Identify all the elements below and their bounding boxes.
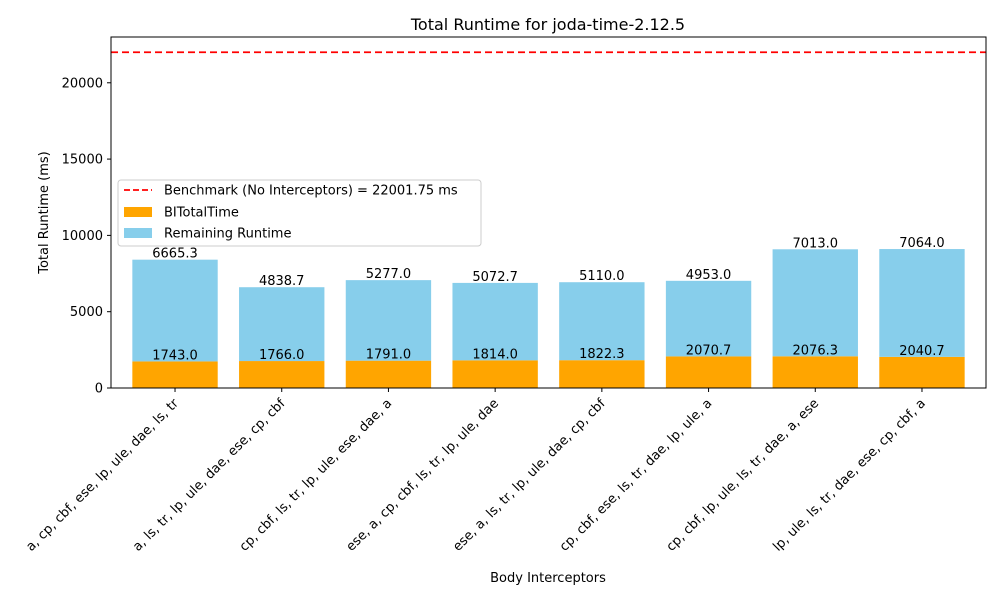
y-tick-label: 20000	[62, 76, 103, 91]
bar-bitotaltime	[879, 356, 965, 388]
bar-label-bitotaltime: 1791.0	[366, 348, 412, 363]
bar-remaining	[665, 280, 752, 357]
y-tick-label: 10000	[62, 229, 103, 244]
bar-bitotaltime	[772, 356, 858, 388]
bar-bitotaltime	[132, 361, 218, 388]
bars-layer	[132, 249, 965, 388]
bar-remaining	[345, 280, 432, 361]
bar-label-bitotaltime: 2040.7	[899, 344, 945, 359]
bar-label-remaining: 5277.0	[366, 267, 412, 282]
bar-remaining	[239, 287, 325, 362]
legend-benchmark-label: Benchmark (No Interceptors) = 22001.75 m…	[164, 184, 458, 199]
bar-label-bitotaltime: 1822.3	[579, 347, 625, 362]
bar-label-bitotaltime: 1814.0	[472, 347, 518, 362]
legend-bitotaltime-swatch	[124, 207, 152, 217]
y-axis: 0 5000 10000 15000 20000	[62, 76, 111, 397]
bar-bitotaltime	[665, 356, 752, 388]
y-tick-label: 0	[95, 382, 103, 397]
x-axis: a, cp, cbf, ese, lp, ule, dae, ls, tra, …	[23, 388, 929, 555]
legend-frame	[117, 179, 482, 247]
bar-label-bitotaltime: 2070.7	[686, 343, 732, 358]
bar-label-remaining: 6665.3	[152, 247, 198, 262]
bar-label-remaining: 7013.0	[793, 236, 839, 251]
y-axis-title: Total Runtime (ms)	[37, 151, 52, 275]
legend-remaining-swatch	[124, 228, 152, 238]
bar-remaining	[879, 249, 965, 357]
bar-label-bitotaltime: 1743.0	[152, 348, 198, 363]
legend-bitotaltime-label: BITotalTime	[164, 206, 239, 221]
bar-label-remaining: 4953.0	[686, 268, 732, 283]
bar-bitotaltime	[239, 361, 325, 388]
bar-bitotaltime	[452, 360, 538, 388]
x-axis-title: Body Interceptors	[490, 571, 606, 586]
bar-remaining	[772, 249, 858, 357]
bar-remaining	[452, 282, 538, 361]
bar-labels-layer: 1743.0 6665.3 1766.0 4838.7 1791.0 5277.0 1814…	[152, 236, 944, 363]
plot-frame	[110, 36, 987, 389]
bar-remaining	[132, 259, 218, 362]
bar-label-remaining: 5072.7	[472, 270, 518, 285]
bar-label-bitotaltime: 1766.0	[259, 348, 305, 363]
bar-bitotaltime	[559, 360, 645, 388]
y-tick-label: 15000	[62, 153, 103, 168]
bar-label-remaining: 7064.0	[899, 236, 945, 251]
bar-label-remaining: 4838.7	[259, 274, 305, 289]
bar-label-remaining: 5110.0	[579, 269, 625, 284]
legend: Benchmark (No Interceptors) = 22001.75 m…	[117, 179, 482, 247]
chart-title: Total Runtime for joda-time-2.12.5	[410, 15, 685, 34]
bar-bitotaltime	[345, 360, 432, 388]
y-tick-label: 5000	[70, 305, 103, 320]
bar-label-bitotaltime: 2076.3	[793, 343, 839, 358]
legend-remaining-label: Remaining Runtime	[164, 227, 291, 242]
bar-remaining	[559, 282, 645, 361]
